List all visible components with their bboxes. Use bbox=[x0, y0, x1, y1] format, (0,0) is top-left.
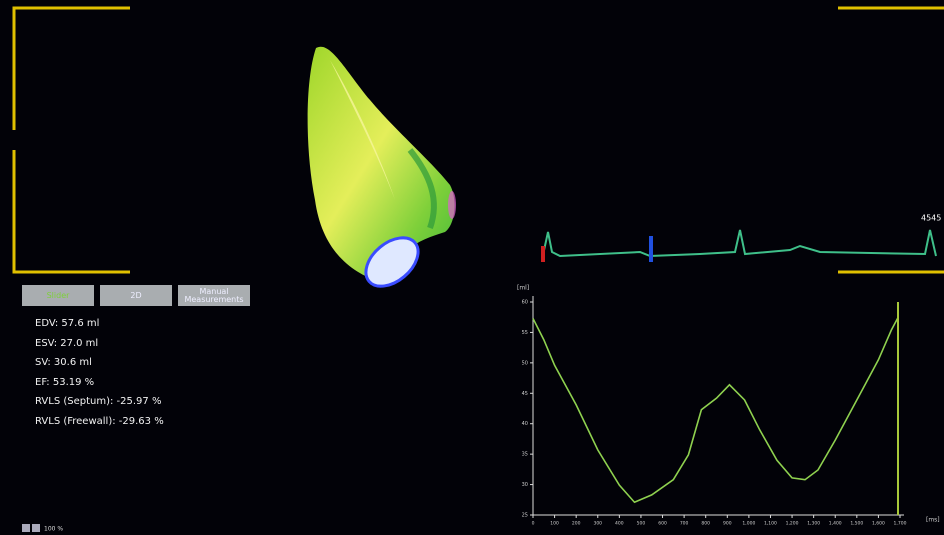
x-tick-label: 400 bbox=[615, 521, 624, 527]
measurement: RVLS (Freewall): -29.63 % bbox=[35, 416, 164, 427]
x-tick-label: 600 bbox=[658, 521, 667, 527]
y-axis-label: [ml] bbox=[517, 285, 529, 292]
x-tick-label: 1,500 bbox=[850, 521, 863, 527]
ecg-label: 4545 bbox=[921, 214, 941, 223]
zoom-label: 100 % bbox=[44, 526, 63, 533]
y-tick-label: 50 bbox=[522, 360, 528, 366]
x-tick-label: 100 bbox=[550, 521, 559, 527]
y-tick-label: 35 bbox=[522, 452, 528, 458]
y-tick-label: 30 bbox=[522, 482, 528, 488]
x-tick-label: 1,000 bbox=[742, 521, 755, 527]
x-tick-label: 200 bbox=[572, 521, 581, 527]
measurement: RVLS (Septum): -25.97 % bbox=[35, 396, 161, 407]
slider-button[interactable]: Slider bbox=[22, 285, 94, 306]
zoom-indicator: 100 % bbox=[22, 524, 63, 533]
x-tick-label: 900 bbox=[723, 521, 732, 527]
x-axis-label: [ms] bbox=[926, 517, 940, 524]
ecg-strip: 4545 bbox=[541, 214, 941, 263]
x-tick-label: 700 bbox=[680, 521, 689, 527]
x-tick-label: 800 bbox=[701, 521, 710, 527]
measurement: EF: 53.19 % bbox=[35, 377, 94, 388]
x-tick-label: 300 bbox=[593, 521, 602, 527]
volume-curve bbox=[533, 318, 898, 502]
x-tick-label: 1,600 bbox=[872, 521, 885, 527]
screen: 4545 100 % [ml] [ms] 2530354045505560010… bbox=[0, 0, 944, 535]
y-tick-label: 25 bbox=[522, 513, 528, 519]
y-tick-label: 45 bbox=[522, 391, 528, 397]
x-tick-label: 1,400 bbox=[829, 521, 842, 527]
x-tick-label: 0 bbox=[532, 521, 535, 527]
x-tick-label: 1,700 bbox=[894, 521, 907, 527]
x-tick-label: 1,100 bbox=[764, 521, 777, 527]
manual-measurements-button[interactable]: Manual Measurements bbox=[178, 285, 250, 306]
y-tick-label: 55 bbox=[522, 330, 528, 336]
x-tick-label: 1,300 bbox=[807, 521, 820, 527]
rv-model bbox=[308, 47, 456, 296]
measurement: SV: 30.6 ml bbox=[35, 357, 92, 368]
x-tick-label: 500 bbox=[637, 521, 646, 527]
viewport: 4545 100 % [ml] [ms] 2530354045505560010… bbox=[0, 0, 944, 535]
x-tick-label: 1,200 bbox=[786, 521, 799, 527]
y-tick-label: 40 bbox=[522, 421, 528, 427]
measurement: EDV: 57.6 ml bbox=[35, 318, 99, 329]
y-tick-label: 60 bbox=[522, 300, 528, 306]
measurement: ESV: 27.0 ml bbox=[35, 338, 98, 349]
2d-button[interactable]: 2D bbox=[100, 285, 172, 306]
frame-brackets bbox=[14, 8, 944, 272]
